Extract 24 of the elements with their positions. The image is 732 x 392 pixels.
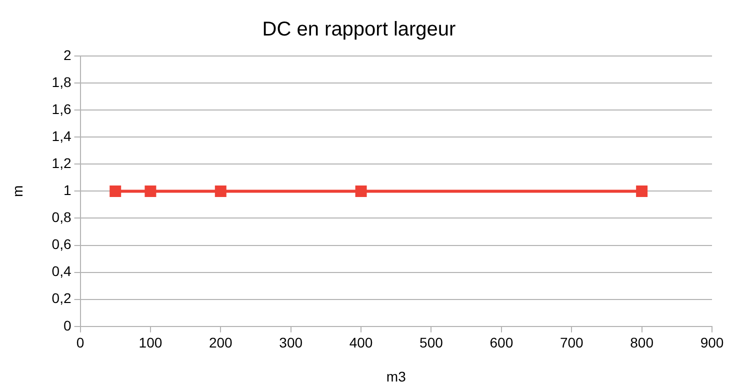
y-tick-label: 1 [63, 182, 72, 198]
y-tick-label: 1,2 [52, 155, 72, 172]
y-tick-label: 0 [63, 317, 72, 334]
x-tick-label: 300 [279, 334, 303, 351]
x-tick-label: 900 [700, 334, 724, 351]
x-tick-label: 800 [630, 334, 654, 351]
y-tick-label: 1,6 [52, 100, 72, 117]
y-tick-label: 0,8 [52, 209, 72, 226]
y-tick-label: 1,8 [52, 74, 72, 90]
y-tick-label: 2 [63, 46, 72, 63]
y-tick-label: 0,6 [52, 236, 72, 252]
y-tick-label: 1,4 [52, 128, 72, 144]
x-tick-label: 700 [560, 334, 584, 351]
x-tick-label: 400 [349, 334, 373, 351]
x-tick-label: 0 [76, 334, 84, 351]
x-axis-title: m3 [386, 368, 406, 384]
chart-title: DC en rapport largeur [262, 18, 456, 41]
y-axis-title: m [9, 185, 26, 198]
x-tick-label: 200 [208, 334, 233, 351]
x-tick-label: 600 [490, 334, 514, 351]
x-tick-label: 100 [138, 334, 162, 351]
x-tick-label: 500 [420, 334, 444, 351]
y-tick-label: 0,2 [52, 290, 72, 306]
y-tick-label: 0,4 [52, 263, 72, 280]
